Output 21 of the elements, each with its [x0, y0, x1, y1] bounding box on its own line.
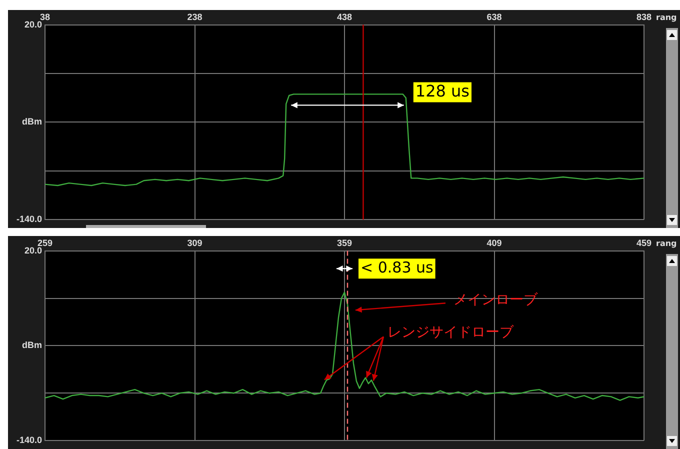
x-tick-label: 238: [187, 12, 202, 22]
x-tick-label: 459: [636, 238, 652, 248]
x-axis-title: rang: [656, 239, 678, 248]
x-tick-label: 409: [486, 238, 502, 248]
x-tick-label: 638: [486, 12, 502, 22]
annotation: 128 us: [415, 81, 470, 100]
y-tick-label: dBm: [22, 340, 42, 350]
x-tick-label: 38: [40, 12, 50, 22]
x-tick-label: 438: [336, 12, 352, 22]
x-tick-label: 309: [187, 238, 202, 248]
x-tick-label: 259: [37, 238, 53, 248]
y-tick-label: -140.0: [16, 435, 42, 446]
annotation: < 0.83 us: [360, 258, 434, 276]
x-tick-label: 838: [636, 12, 652, 22]
annotation: レンジサイドローブ: [387, 324, 514, 340]
x-tick-label: 359: [336, 238, 352, 248]
y-tick-label: 20.0: [24, 245, 42, 256]
y-tick-label: dBm: [22, 116, 42, 127]
y-tick-label: -140.0: [16, 214, 42, 224]
x-axis-title: rang: [656, 13, 678, 22]
y-tick-label: 20.0: [24, 19, 42, 30]
